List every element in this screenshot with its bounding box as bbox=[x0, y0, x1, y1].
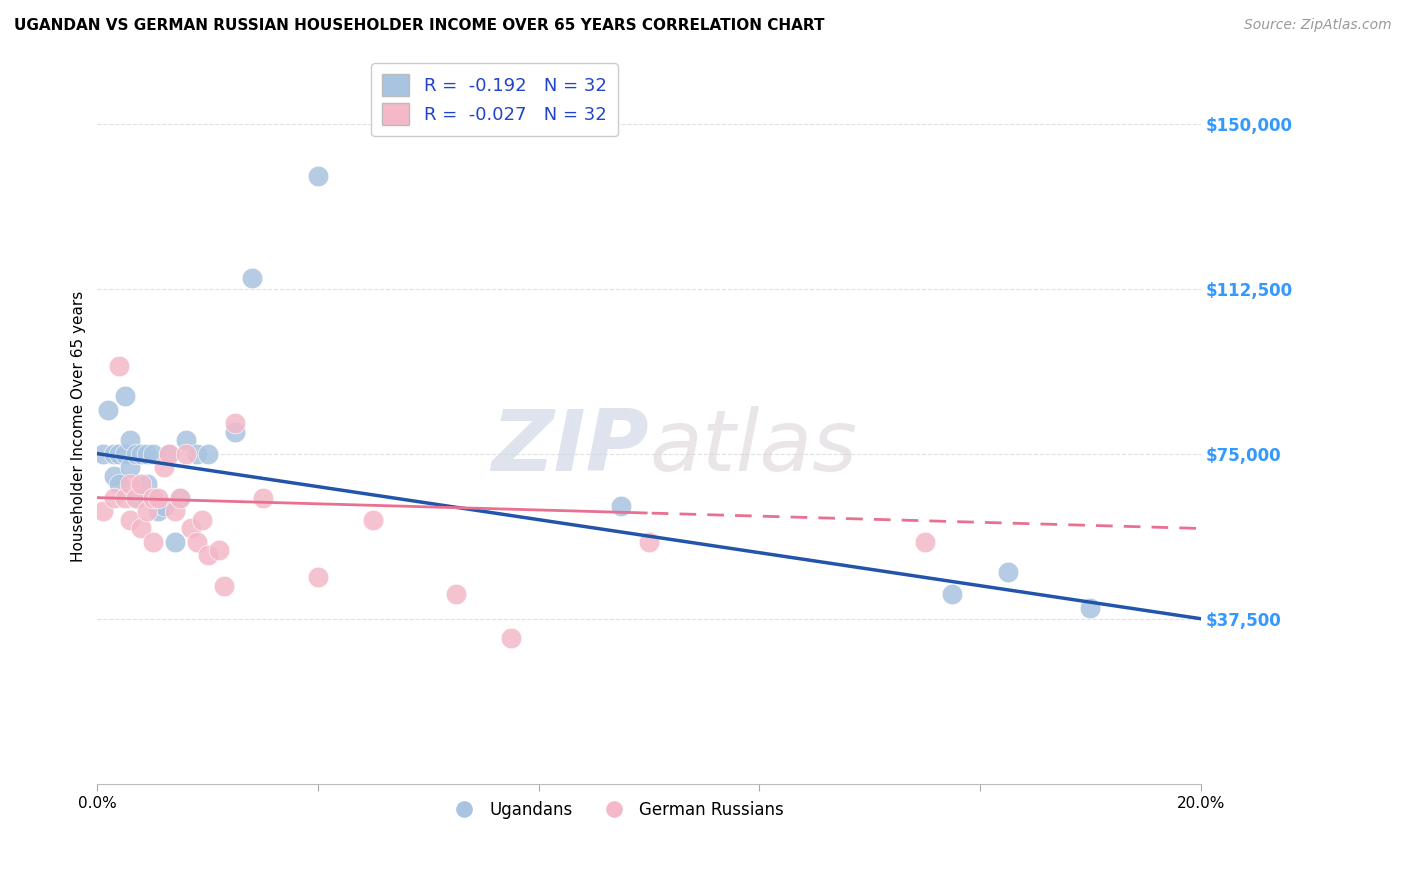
Point bbox=[163, 534, 186, 549]
Point bbox=[174, 434, 197, 448]
Point bbox=[252, 491, 274, 505]
Point bbox=[103, 468, 125, 483]
Point bbox=[136, 504, 159, 518]
Point bbox=[163, 504, 186, 518]
Point bbox=[108, 447, 131, 461]
Point bbox=[97, 402, 120, 417]
Text: ZIP: ZIP bbox=[491, 406, 650, 489]
Point bbox=[141, 491, 163, 505]
Text: atlas: atlas bbox=[650, 406, 858, 489]
Point bbox=[174, 447, 197, 461]
Point bbox=[131, 447, 153, 461]
Point bbox=[997, 566, 1019, 580]
Point bbox=[307, 169, 329, 184]
Point bbox=[638, 534, 661, 549]
Point bbox=[141, 491, 163, 505]
Point bbox=[307, 570, 329, 584]
Point bbox=[114, 491, 136, 505]
Point bbox=[941, 587, 963, 601]
Point bbox=[91, 504, 114, 518]
Point bbox=[120, 459, 142, 474]
Point bbox=[108, 477, 131, 491]
Legend: Ugandans, German Russians: Ugandans, German Russians bbox=[441, 794, 790, 825]
Point bbox=[125, 491, 148, 505]
Point bbox=[191, 513, 214, 527]
Point bbox=[224, 416, 246, 430]
Point bbox=[146, 504, 169, 518]
Text: Source: ZipAtlas.com: Source: ZipAtlas.com bbox=[1244, 18, 1392, 32]
Point bbox=[152, 459, 174, 474]
Y-axis label: Householder Income Over 65 years: Householder Income Over 65 years bbox=[72, 291, 86, 562]
Point bbox=[157, 447, 180, 461]
Point bbox=[914, 534, 936, 549]
Point bbox=[197, 447, 219, 461]
Point bbox=[136, 447, 159, 461]
Point bbox=[114, 447, 136, 461]
Point bbox=[212, 579, 235, 593]
Point bbox=[240, 270, 263, 285]
Point bbox=[114, 389, 136, 403]
Point bbox=[136, 477, 159, 491]
Text: UGANDAN VS GERMAN RUSSIAN HOUSEHOLDER INCOME OVER 65 YEARS CORRELATION CHART: UGANDAN VS GERMAN RUSSIAN HOUSEHOLDER IN… bbox=[14, 18, 824, 33]
Point bbox=[146, 491, 169, 505]
Point bbox=[361, 513, 384, 527]
Point bbox=[103, 491, 125, 505]
Point bbox=[120, 434, 142, 448]
Point bbox=[125, 491, 148, 505]
Point bbox=[141, 534, 163, 549]
Point bbox=[186, 447, 208, 461]
Point bbox=[610, 500, 633, 514]
Point bbox=[131, 477, 153, 491]
Point bbox=[120, 513, 142, 527]
Point bbox=[186, 534, 208, 549]
Point bbox=[1078, 600, 1101, 615]
Point bbox=[169, 491, 191, 505]
Point bbox=[180, 521, 202, 535]
Point bbox=[120, 477, 142, 491]
Point bbox=[91, 447, 114, 461]
Point bbox=[108, 359, 131, 373]
Point bbox=[197, 548, 219, 562]
Point bbox=[169, 491, 191, 505]
Point bbox=[499, 632, 522, 646]
Point bbox=[208, 543, 231, 558]
Point bbox=[131, 521, 153, 535]
Point bbox=[157, 447, 180, 461]
Point bbox=[152, 500, 174, 514]
Point bbox=[224, 425, 246, 439]
Point bbox=[444, 587, 467, 601]
Point bbox=[125, 447, 148, 461]
Point bbox=[141, 447, 163, 461]
Point bbox=[103, 447, 125, 461]
